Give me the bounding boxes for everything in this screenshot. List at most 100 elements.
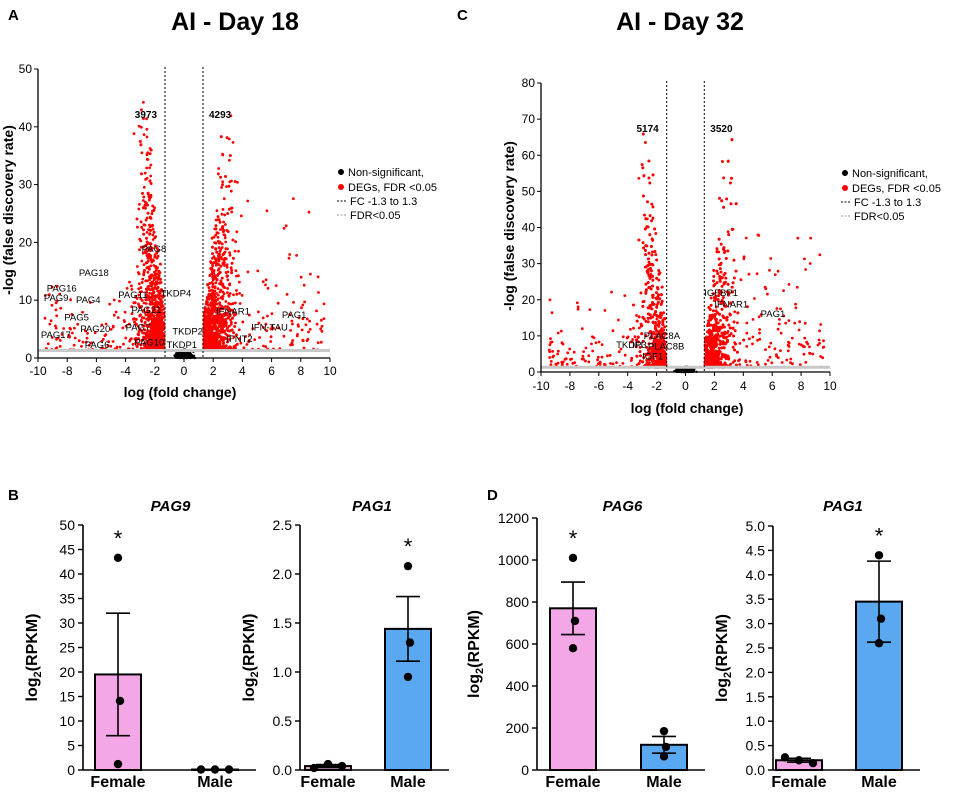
deg-point	[145, 231, 149, 234]
deg-point	[136, 225, 139, 229]
deg-point	[58, 345, 62, 348]
deg-point	[247, 339, 251, 342]
deg-point	[231, 302, 235, 305]
deg-point	[229, 318, 232, 322]
deg-point	[208, 335, 212, 339]
deg-point	[229, 266, 233, 270]
deg-point	[315, 309, 318, 313]
deg-point	[261, 280, 265, 284]
deg-point	[144, 302, 148, 305]
deg-point	[111, 340, 115, 343]
deg-point	[316, 275, 320, 279]
deg-point	[209, 329, 213, 333]
deg-point	[148, 346, 152, 349]
deg-point	[130, 312, 134, 316]
deg-point	[152, 281, 156, 285]
panel-letter-d: D	[487, 487, 498, 504]
legend-nonsig: Non-significant,	[348, 167, 424, 179]
deg-point	[140, 245, 143, 249]
deg-point	[155, 250, 159, 254]
deg-point	[58, 339, 62, 342]
deg-point	[236, 180, 239, 184]
deg-point	[228, 282, 232, 286]
gene-label: PAG20	[80, 324, 110, 335]
deg-point	[206, 297, 209, 301]
deg-point	[266, 314, 269, 318]
deg-point	[217, 309, 221, 313]
deg-point	[54, 301, 58, 305]
deg-point	[48, 322, 52, 326]
deg-point	[58, 292, 62, 296]
deg-point	[60, 333, 64, 336]
deg-point	[158, 313, 162, 317]
deg-point	[158, 271, 162, 274]
deg-point	[149, 264, 153, 268]
deg-point	[210, 293, 213, 296]
deg-point	[138, 248, 141, 252]
nonsig-point	[173, 354, 176, 357]
deg-point	[150, 300, 154, 303]
deg-point	[159, 278, 162, 281]
deg-point	[241, 320, 245, 324]
deg-point	[316, 341, 320, 345]
deg-point	[301, 303, 305, 307]
deg-point	[264, 283, 267, 287]
deg-point	[160, 289, 164, 293]
deg-point	[107, 340, 111, 344]
deg-point	[220, 322, 224, 326]
deg-point	[140, 329, 144, 333]
deg-point	[211, 308, 214, 311]
deg-point	[211, 245, 214, 249]
deg-point	[307, 330, 310, 334]
deg-point	[130, 288, 134, 291]
deg-point	[140, 225, 144, 229]
deg-point	[101, 337, 105, 341]
deg-point	[142, 117, 145, 120]
deg-point	[228, 253, 232, 257]
deg-point	[145, 291, 149, 294]
deg-point	[157, 294, 161, 298]
deg-point	[145, 236, 148, 240]
deg-point	[149, 182, 153, 185]
deg-point	[239, 214, 243, 218]
deg-point	[145, 117, 148, 121]
deg-point	[153, 294, 157, 298]
deg-point	[83, 329, 87, 333]
deg-point	[81, 340, 85, 344]
deg-point	[130, 284, 133, 288]
deg-point	[155, 246, 159, 250]
deg-point	[257, 310, 260, 314]
volcano-day18-count-up: 4293	[209, 110, 232, 121]
deg-point	[218, 321, 222, 324]
deg-point	[295, 254, 298, 257]
deg-point	[322, 317, 326, 320]
deg-point	[221, 152, 225, 156]
deg-point	[253, 338, 257, 341]
deg-point	[210, 281, 214, 284]
deg-point	[149, 274, 153, 277]
deg-point	[148, 254, 152, 257]
deg-point	[153, 298, 157, 302]
deg-point	[149, 314, 153, 318]
deg-point	[153, 236, 157, 240]
deg-point	[77, 339, 81, 342]
deg-point	[115, 345, 119, 349]
deg-point	[236, 342, 239, 346]
deg-point	[237, 328, 241, 332]
deg-point	[213, 274, 217, 277]
deg-point	[142, 228, 145, 232]
deg-point	[229, 322, 233, 326]
deg-point	[291, 322, 294, 326]
panel-letter-b: B	[8, 487, 19, 504]
deg-point	[315, 322, 319, 326]
deg-point	[230, 268, 234, 272]
deg-point	[71, 331, 74, 335]
deg-point	[216, 172, 220, 176]
deg-point	[151, 258, 155, 262]
x-tick-label: -10	[29, 364, 47, 378]
deg-point	[214, 324, 218, 328]
deg-point	[142, 335, 146, 339]
deg-point	[215, 302, 219, 306]
deg-point	[305, 317, 309, 321]
deg-point	[238, 280, 241, 284]
